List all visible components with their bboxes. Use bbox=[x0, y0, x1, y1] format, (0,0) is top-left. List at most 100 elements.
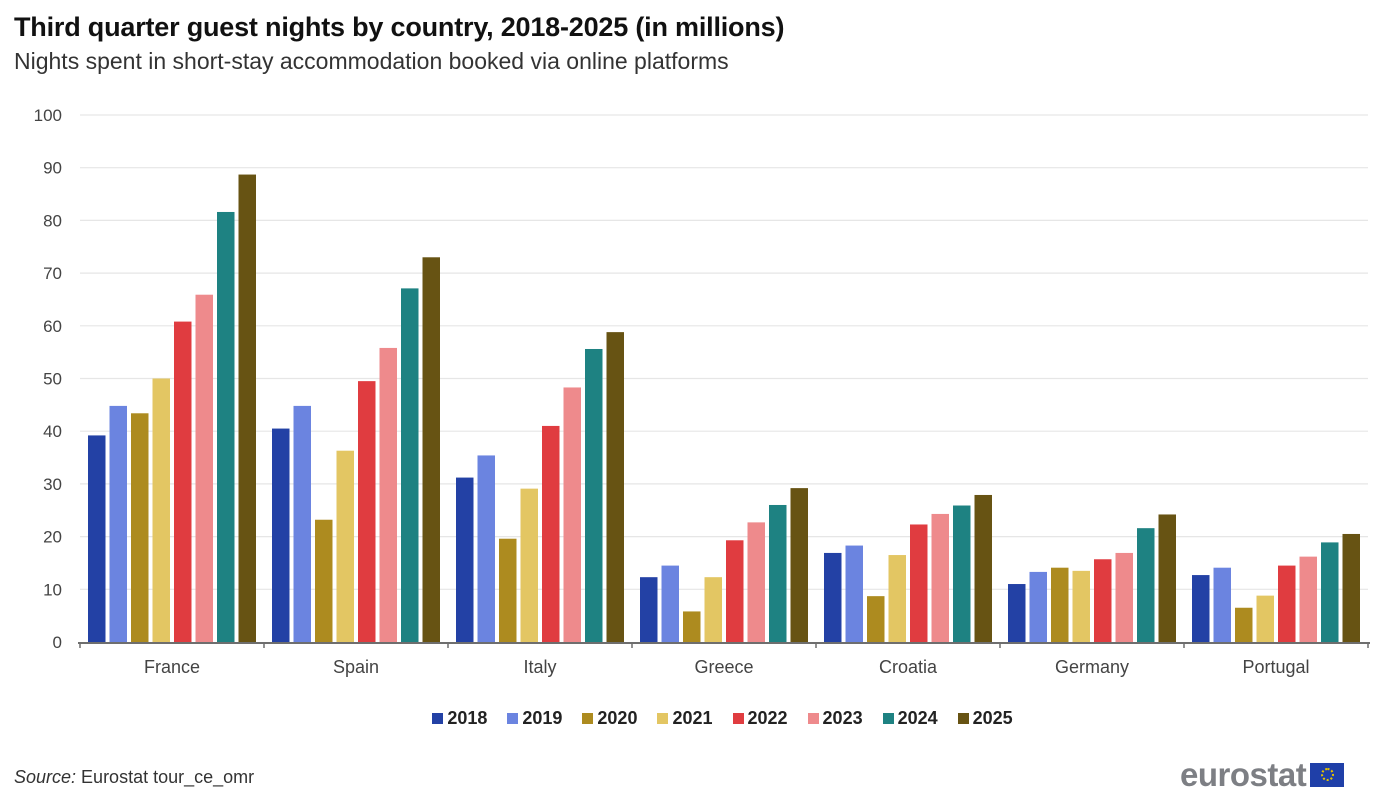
y-tick-label: 60 bbox=[43, 317, 62, 336]
legend-item-2022: 2022 bbox=[732, 708, 788, 729]
source-label: Source: bbox=[14, 767, 77, 787]
bar-portugal-2020: Portugal 2020: 6.5 bbox=[1235, 607, 1253, 642]
bar-portugal-2021: Portugal 2021: 8.8 bbox=[1256, 595, 1274, 642]
y-tick-label: 50 bbox=[43, 370, 62, 389]
legend-label: 2022 bbox=[747, 708, 788, 728]
legend-label: 2021 bbox=[672, 708, 713, 728]
legend-swatch bbox=[882, 713, 894, 724]
y-tick-label: 10 bbox=[43, 580, 62, 599]
bar-italy-2018: Italy 2018: 31.2 bbox=[456, 477, 474, 642]
bar-spain-2020: Spain 2020: 23.2 bbox=[315, 519, 333, 642]
bar-croatia-2023: Croatia 2023: 24.3 bbox=[931, 513, 949, 642]
legend-swatch bbox=[807, 713, 819, 724]
y-tick-label: 70 bbox=[43, 264, 62, 283]
bar-croatia-2019: Croatia 2019: 18.3 bbox=[845, 545, 863, 642]
bar-croatia-2025: Croatia 2025: 27.9 bbox=[974, 494, 992, 642]
legend-item-2020: 2020 bbox=[582, 708, 637, 729]
bar-italy-2021: Italy 2021: 29.1 bbox=[520, 488, 538, 642]
y-tick-label: 100 bbox=[34, 106, 62, 125]
legend-swatch bbox=[507, 713, 519, 724]
y-tick-label: 80 bbox=[43, 211, 62, 230]
source-text: Eurostat tour_ce_omr bbox=[76, 767, 255, 787]
bar-group-croatia: Croatia 2018: 16.9Croatia 2019: 18.3Croa… bbox=[824, 494, 992, 642]
legend-swatch bbox=[432, 713, 444, 724]
x-category-label: Germany bbox=[1055, 657, 1129, 677]
bar-france-2020: France 2020: 43.4 bbox=[131, 413, 149, 642]
bar-group-italy: Italy 2018: 31.2Italy 2019: 35.4 Italy 20… bbox=[456, 332, 624, 642]
legend-item-2024: 2024 bbox=[882, 708, 938, 729]
bar-group-spain: Spain 2018: 40.5Spain 2019: 44.8Spain 20… bbox=[272, 257, 440, 642]
bar-greece-2024: Greece 2024: 26 bbox=[769, 504, 787, 642]
bars: France 2018: 39.2France 2019: 44.8France… bbox=[88, 174, 1360, 642]
legend-item-2018: 2018 bbox=[432, 708, 487, 729]
bar-germany-2020: Germany 2020: 14.1 bbox=[1051, 567, 1069, 642]
bar-france-2022: France 2022: 60.8 bbox=[174, 321, 192, 642]
y-tick-label: 40 bbox=[43, 422, 62, 441]
eu-flag-icon bbox=[1310, 762, 1345, 787]
y-axis: 0 10 20 30 40 50 60 70 80 90 100 bbox=[34, 106, 62, 652]
legend-swatch bbox=[957, 713, 969, 724]
x-category-label: France bbox=[144, 657, 200, 677]
bar-croatia-2018: Croatia 2018: 16.9 bbox=[824, 552, 842, 642]
x-category-label: Croatia bbox=[879, 657, 938, 677]
bar-spain-2023: Spain 2023: 55.8 bbox=[379, 347, 397, 642]
bar-greece-2022: Greece 2022: 19.3 bbox=[726, 540, 744, 642]
bar-germany-2021: Germany 2021: 13.5 bbox=[1072, 570, 1090, 642]
bar-france-2023: France 2023: 65.9 bbox=[195, 294, 213, 642]
source-note: Source: Eurostat tour_ce_omr bbox=[14, 767, 254, 788]
bar-france-2025: France 2025: 88.7 bbox=[238, 174, 256, 642]
bar-italy-2019: Italy 2019: 35.4 bbox=[477, 455, 495, 642]
bar-greece-2020: Greece 2020: 5.8 bbox=[683, 611, 701, 642]
bar-portugal-2022: Portugal 2022: 14.5 bbox=[1278, 565, 1296, 642]
bar-italy-2024: Italy 2024: 55.6 bbox=[585, 348, 603, 642]
legend-item-2023: 2023 bbox=[807, 708, 863, 729]
legend-swatch bbox=[582, 713, 594, 724]
bar-spain-2022: Spain 2022: 49.5 bbox=[358, 381, 376, 642]
x-category-label: Greece bbox=[694, 657, 753, 677]
legend-label: 2019 bbox=[522, 708, 563, 728]
x-axis: France Spain Italy Greece Croatia Germany Port… bbox=[78, 642, 1370, 677]
bar-portugal-2018: Portugal 2018: 12.7 bbox=[1192, 575, 1210, 642]
bar-chart: 0 10 20 30 40 50 60 70 80 90 100 France 2018: 39.2… bbox=[34, 106, 1370, 677]
bar-france-2019: France 2019: 44.8 bbox=[109, 405, 127, 642]
bar-germany-2019: Germany 2019: 13.3 bbox=[1029, 571, 1047, 642]
bar-croatia-2020: Croatia 2020: 8.7 bbox=[867, 596, 885, 642]
bar-germany-2023: Germany 2023: 16.9 bbox=[1115, 552, 1133, 642]
bar-greece-2019: Greece 2019: 14.5 bbox=[661, 565, 679, 642]
bar-france-2021: France 2021: 50 bbox=[152, 378, 170, 642]
bar-france-2018: France 2018: 39.2 bbox=[88, 435, 106, 642]
bar-croatia-2021: Croatia 2021: 16.5 bbox=[888, 555, 906, 642]
bar-spain-2024: Spain 2024: 67.1 bbox=[401, 288, 419, 642]
legend-label: 2020 bbox=[597, 708, 638, 728]
bar-germany-2022: Germany 2022: 15.7 bbox=[1094, 559, 1112, 642]
legend-label: 2018 bbox=[447, 708, 488, 728]
bar-spain-2018: Spain 2018: 40.5 bbox=[272, 428, 290, 642]
legend-label: 2023 bbox=[822, 708, 863, 728]
chart-title: Third quarter guest nights by country, 2… bbox=[14, 12, 785, 42]
bar-portugal-2025: Portugal 2025: 20.5 bbox=[1342, 533, 1360, 642]
bar-group-france: France 2018: 39.2France 2019: 44.8France… bbox=[88, 174, 256, 642]
eu-stars-ring bbox=[1320, 768, 1334, 781]
y-tick-label: 0 bbox=[53, 633, 62, 652]
bar-group-portugal: Portugal 2018: 12.7Portugal 2019: 14.1Po… bbox=[1192, 533, 1360, 642]
bar-italy-2022: Italy 2022: 41 bbox=[542, 425, 560, 642]
y-tick-label: 20 bbox=[43, 528, 62, 547]
legend-label: 2024 bbox=[897, 708, 938, 728]
bar-spain-2019: Spain 2019: 44.8 bbox=[293, 405, 311, 642]
legend-item-2019: 2019 bbox=[507, 708, 562, 729]
x-category-label: Italy bbox=[523, 657, 556, 677]
legend-swatch bbox=[732, 713, 744, 724]
bar-germany-2025: Germany 2025: 24.2 bbox=[1158, 514, 1176, 642]
bar-greece-2021: Greece 2021: 12.3 bbox=[704, 577, 722, 642]
x-category-label: Portugal bbox=[1242, 657, 1309, 677]
bar-group-greece: Greece 2018: 12.3Greece 2019: 14.5Greece… bbox=[640, 488, 808, 642]
bar-greece-2018: Greece 2018: 12.3 bbox=[640, 577, 658, 642]
bar-croatia-2024: Croatia 2024: 25.9 bbox=[953, 505, 971, 642]
bar-spain-2021: Spain 2021: 36.3 bbox=[336, 450, 354, 642]
legend-item-2025: 2025 bbox=[957, 708, 1013, 729]
legend-swatch bbox=[657, 713, 669, 724]
bar-group-germany: Germany 2018: 11Germany 2019: 13.3German… bbox=[1008, 514, 1176, 642]
y-tick-label: 30 bbox=[43, 475, 62, 494]
bar-italy-2025: Italy 2025: 58.8 bbox=[606, 332, 624, 642]
bar-portugal-2023: Portugal 2023: 16.2 bbox=[1299, 556, 1317, 642]
